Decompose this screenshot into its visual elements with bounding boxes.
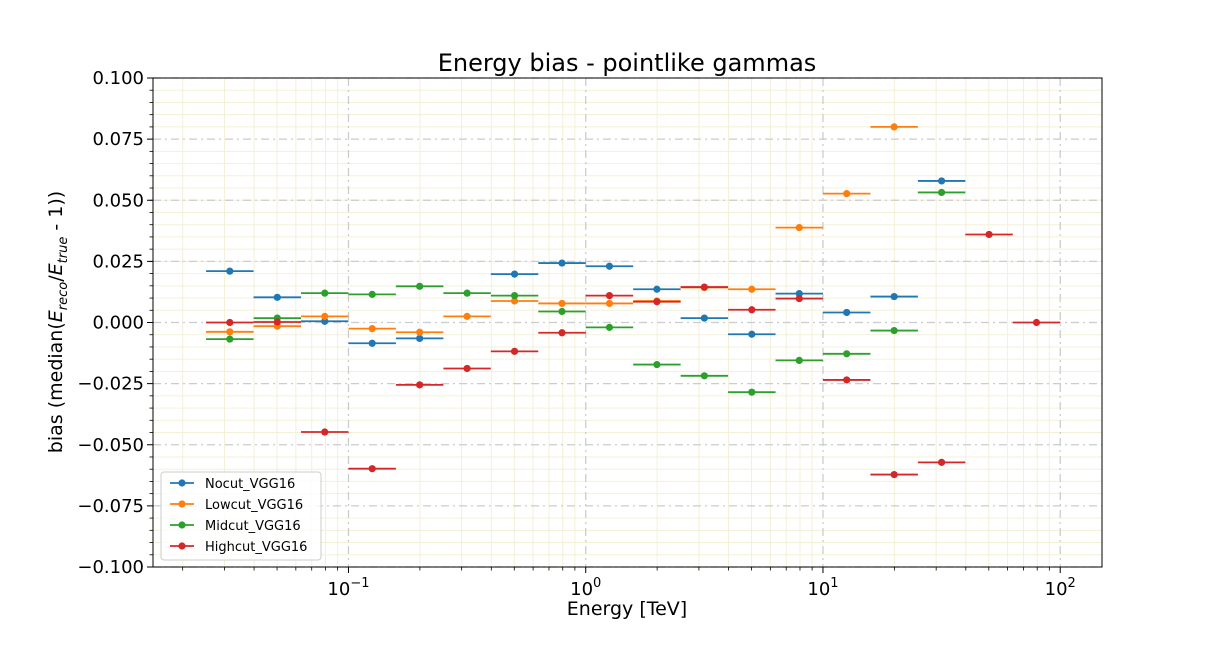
legend-marker [178, 542, 186, 550]
x-tick-label: 101 [807, 576, 838, 600]
x-axis-label: Energy [TeV] [567, 598, 687, 620]
data-point [273, 293, 281, 301]
data-point [795, 356, 803, 364]
y-label-sub2: true [56, 237, 71, 264]
data-point [558, 329, 566, 337]
y-tick-label: 0.075 [92, 129, 144, 150]
chart-title: Energy bias - pointlike gammas [438, 49, 817, 77]
legend: Nocut_VGG16 Lowcut_VGG16 Midcut_VGG16 Highc… [160, 471, 322, 561]
legend-marker [178, 521, 186, 529]
data-point [321, 312, 329, 320]
data-point [605, 262, 614, 270]
legend-box [160, 471, 322, 561]
data-point [605, 292, 614, 300]
data-point [653, 298, 661, 306]
x-axis-ticks: 10−1 100 101 102 [182, 567, 1076, 600]
data-point [700, 314, 708, 322]
data-point [321, 289, 329, 297]
data-point [226, 328, 234, 336]
data-point [1032, 318, 1041, 327]
y-label-prefix: bias (median( [45, 322, 67, 453]
data-series [206, 123, 1061, 479]
data-point [748, 388, 756, 396]
legend-label: Lowcut_VGG16 [205, 498, 303, 513]
data-point [843, 376, 851, 384]
y-tick-label: 0.025 [92, 251, 144, 272]
data-point [273, 318, 281, 326]
data-point [510, 292, 519, 300]
data-point [937, 188, 946, 197]
data-point [890, 292, 898, 301]
series-Highcut_VGG16 [206, 230, 1061, 479]
y-label-slash: / [45, 275, 67, 282]
data-point [558, 259, 566, 267]
data-point [321, 428, 329, 436]
legend-label: Nocut_VGG16 [205, 477, 295, 492]
y-axis-ticks: −0.100 −0.075 −0.050 −0.025 0.000 0.025 0.050 0… [77, 68, 153, 578]
data-point [937, 458, 946, 466]
legend-marker [178, 479, 186, 487]
series-Nocut_VGG16 [206, 177, 966, 347]
y-tick-label: −0.025 [77, 374, 144, 395]
data-point [985, 230, 993, 239]
data-point [700, 283, 708, 291]
data-point [463, 289, 471, 297]
data-point [748, 330, 756, 338]
data-point [700, 372, 708, 380]
data-point [843, 350, 851, 358]
data-point [890, 470, 898, 479]
y-tick-label: −0.100 [77, 557, 144, 578]
x-tick-label: 10−1 [327, 576, 369, 600]
data-point [937, 177, 946, 185]
data-point [890, 326, 898, 335]
data-point [226, 267, 234, 275]
data-point [416, 334, 424, 342]
y-label-suffix: - 1)) [45, 191, 67, 237]
data-point [843, 190, 851, 198]
data-point [416, 328, 424, 336]
data-point [510, 347, 519, 355]
data-point [653, 360, 661, 369]
series-Midcut_VGG16 [206, 188, 966, 396]
legend-label: Midcut_VGG16 [205, 519, 301, 534]
data-point [226, 318, 234, 327]
data-point [368, 339, 376, 347]
legend-label: Highcut_VGG16 [205, 540, 307, 555]
data-point [890, 123, 898, 131]
y-label-e1: E [45, 310, 67, 322]
data-point [653, 285, 661, 293]
data-point [368, 465, 376, 473]
y-tick-label: −0.075 [77, 496, 144, 517]
data-point [795, 294, 803, 303]
data-point [416, 282, 424, 290]
data-point [463, 312, 471, 320]
data-point [558, 299, 566, 308]
data-point [368, 290, 376, 298]
data-point [843, 308, 851, 317]
y-label-sub1: reco [56, 282, 71, 310]
data-point [463, 364, 471, 373]
data-point [510, 270, 519, 278]
x-tick-label: 100 [570, 576, 601, 600]
data-point [605, 323, 614, 331]
legend-marker [178, 500, 186, 508]
y-tick-label: 0.100 [92, 68, 144, 89]
data-point [605, 299, 614, 308]
y-tick-label: 0.000 [92, 313, 144, 334]
data-point [748, 306, 756, 314]
data-point [748, 285, 756, 293]
data-point [558, 307, 566, 316]
y-tick-label: 0.050 [92, 190, 144, 211]
data-point [795, 224, 803, 232]
data-point [416, 381, 424, 389]
x-tick-label: 102 [1045, 576, 1076, 600]
data-point [510, 297, 519, 305]
y-axis-label: bias (median(Ereco/Etrue - 1)) [45, 191, 71, 453]
data-point [226, 335, 234, 343]
data-point [368, 325, 376, 333]
y-label-e2: E [45, 263, 67, 275]
y-tick-label: −0.050 [77, 435, 144, 456]
